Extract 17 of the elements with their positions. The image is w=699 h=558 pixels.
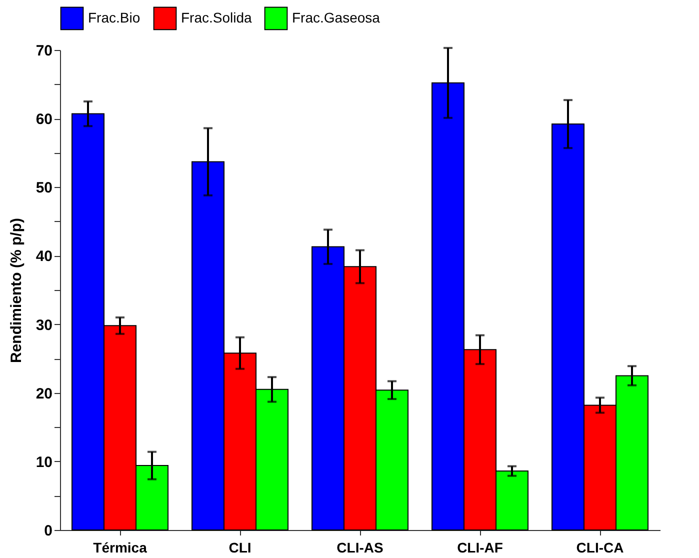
x-tick-label: CLI-CA bbox=[576, 540, 624, 556]
y-tick-label: 50 bbox=[36, 180, 52, 197]
y-tick-label: 70 bbox=[36, 42, 52, 60]
y-tick-label: 20 bbox=[36, 385, 52, 402]
legend-label: Frac.Bio bbox=[88, 9, 140, 26]
legend-label: Frac.Solida bbox=[181, 9, 252, 26]
y-tick-label: 10 bbox=[36, 454, 52, 471]
y-tick-label: 0 bbox=[44, 522, 52, 540]
y-tick-label: 40 bbox=[36, 248, 52, 266]
x-tick-label: CLI-AF bbox=[457, 540, 504, 556]
x-tick-label: CLI bbox=[228, 540, 252, 556]
x-tick-label: Térmica bbox=[93, 540, 148, 556]
y-tick-label: 30 bbox=[36, 316, 52, 334]
y-tick-label: 60 bbox=[36, 111, 52, 128]
x-tick-label: CLI-AS bbox=[336, 540, 384, 556]
y-axis-title: Rendimiento (% p/p) bbox=[8, 218, 25, 363]
legend-label: Frac.Gaseosa bbox=[292, 9, 380, 26]
